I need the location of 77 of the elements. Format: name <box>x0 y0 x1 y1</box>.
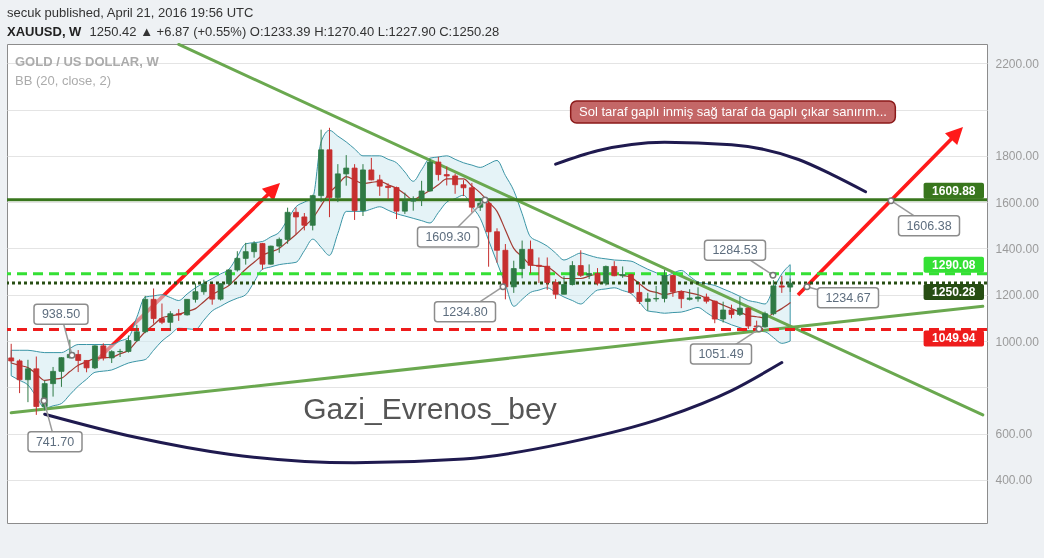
candlestick <box>251 240 257 259</box>
candlestick <box>117 348 123 358</box>
y-tick-label: 1000.00 <box>995 334 1040 349</box>
candlestick <box>16 358 23 394</box>
y-tick-label: 1200.00 <box>995 288 1040 303</box>
candlestick <box>159 303 165 325</box>
candlestick <box>561 275 567 295</box>
candlestick <box>401 192 408 215</box>
candlestick <box>443 165 450 186</box>
candlestick <box>25 359 31 403</box>
annotation: 1284.53 <box>712 243 758 258</box>
annotation: 741.70 <box>35 434 75 449</box>
candlestick <box>376 174 383 197</box>
annotation: 1609.30 <box>425 229 471 244</box>
annotation: Gazi_Evrenos_bey <box>303 392 557 425</box>
candlestick <box>209 283 216 306</box>
candlestick <box>737 296 743 317</box>
candlestick <box>586 263 593 280</box>
candlestick <box>720 301 727 324</box>
candlestick <box>50 366 56 398</box>
candlestick <box>234 250 241 273</box>
candlestick <box>636 281 643 305</box>
annotation: 938.50 <box>41 307 81 322</box>
chart-subtitle: 1250.42 ▲ +6.87 (+0.55%) O:1233.39 H:1270.40 L:1227.90 C:1250.28 <box>89 24 500 39</box>
candlestick <box>494 227 500 264</box>
candlestick <box>267 245 274 266</box>
candlestick <box>334 163 341 203</box>
y-tick-label: 1600.00 <box>995 195 1040 210</box>
annotation: BB (20, close, 2) <box>15 73 112 88</box>
candlestick <box>527 240 534 274</box>
candlestick <box>242 242 249 266</box>
candlestick <box>435 156 442 182</box>
ref-line-label: 1290.08 <box>932 257 976 272</box>
candlestick <box>510 260 517 294</box>
annotation: 1051.49 <box>698 347 744 362</box>
candlestick <box>8 343 15 364</box>
candlestick <box>385 182 392 200</box>
y-tick-label: 2200.00 <box>995 56 1040 71</box>
candlestick <box>343 154 350 187</box>
candlestick <box>75 349 82 373</box>
candlestick <box>619 265 626 279</box>
candlestick <box>468 182 475 214</box>
line-series <box>554 140 868 194</box>
ref-line-label: 1609.88 <box>932 183 976 198</box>
candlestick <box>58 356 65 388</box>
y-tick-label: 1800.00 <box>995 149 1040 164</box>
annotation: 1234.67 <box>825 290 871 305</box>
candlestick <box>293 206 299 235</box>
candlestick <box>535 256 542 284</box>
text: secuk published, April 21, 2016 19:56 UTC <box>7 5 254 20</box>
ref-line-label: 1250.28 <box>932 285 976 300</box>
y-tick-label: 1400.00 <box>995 241 1040 256</box>
candlestick <box>552 278 559 300</box>
candlestick <box>418 180 425 207</box>
candlestick <box>544 256 551 291</box>
candlestick <box>661 269 668 303</box>
candlestick <box>368 157 375 181</box>
annotation: GOLD / US DOLLAR, W <box>15 54 160 69</box>
chart-title: XAUUSD, W <box>7 24 83 39</box>
candlestick <box>577 249 584 278</box>
y-tick-label: 600.00 <box>995 427 1033 442</box>
candlestick <box>519 240 526 279</box>
candlestick <box>192 282 199 304</box>
annotation: 1234.80 <box>442 304 488 319</box>
candlestick <box>167 310 174 332</box>
candlestick <box>393 186 400 220</box>
ref-line-label: 1049.94 <box>932 331 976 346</box>
candlestick <box>569 260 576 286</box>
candlestick <box>452 173 459 195</box>
candlestick <box>745 306 752 330</box>
candlestick <box>150 287 157 325</box>
candlestick <box>653 285 660 303</box>
annotation: Sol taraf gaplı inmiş sağ taraf da gaplı çıkar sanırım... <box>579 104 887 119</box>
y-tick-label: 400.00 <box>995 473 1033 488</box>
annotation: 1606.38 <box>906 218 952 233</box>
candlestick <box>259 242 266 271</box>
candlestick <box>695 286 701 303</box>
